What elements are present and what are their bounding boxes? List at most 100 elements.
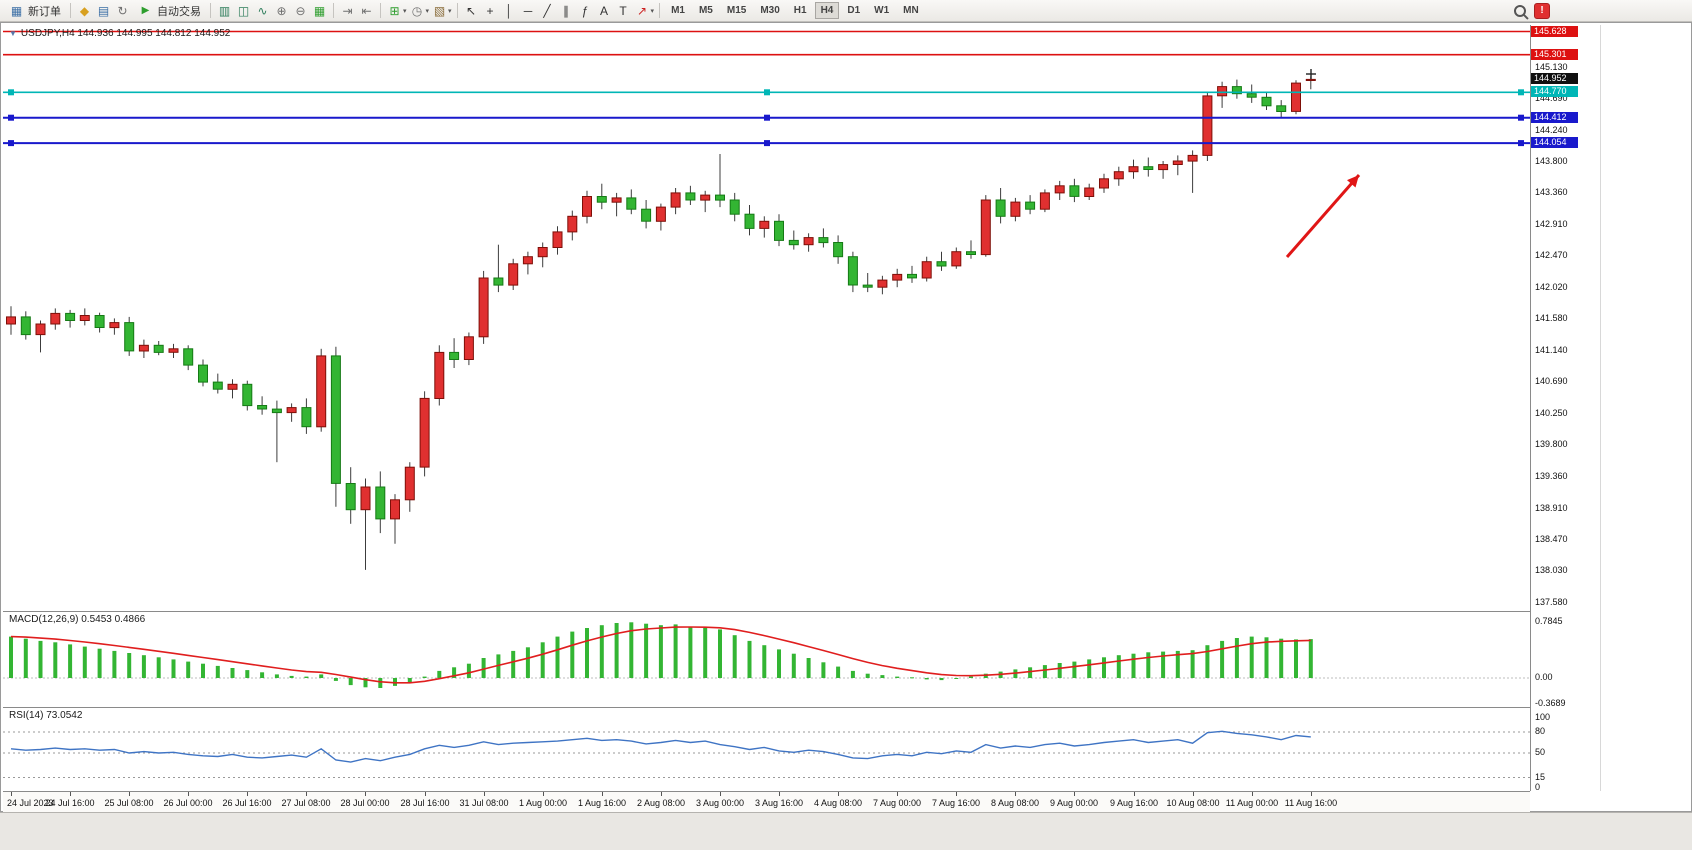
price-axis-label: 141.580 <box>1535 313 1568 323</box>
price-axis-label: 138.910 <box>1535 503 1568 513</box>
status-area <box>0 812 1692 850</box>
auto-scroll-icon[interactable]: ⇥ <box>342 3 353 18</box>
macd-label: MACD(12,26,9) 0.5453 0.4866 <box>9 614 146 625</box>
timeframe-button-w1[interactable]: W1 <box>874 5 890 16</box>
new-order-label: 新订单 <box>28 5 61 18</box>
new-order-button[interactable]: ▦ 新订单 <box>4 1 65 20</box>
time-axis-tick <box>1193 792 1194 796</box>
time-axis-tick <box>543 792 544 796</box>
arrows-tool-icon[interactable]: ↗ <box>637 3 648 18</box>
rsi-chart[interactable] <box>3 708 1530 792</box>
compass-icon[interactable]: ◆ <box>79 3 90 18</box>
time-axis-label: 28 Jul 00:00 <box>340 798 390 808</box>
time-axis[interactable]: 24 Jul 2023 24 Jul 16:00 25 Jul 08:00 26 Ju… <box>3 791 1530 812</box>
zoom-in-icon[interactable]: ⊕ <box>276 3 287 18</box>
time-axis-label: 26 Jul 16:00 <box>222 798 272 808</box>
rsi-pane[interactable]: RSI(14) 73.0542 <box>3 707 1530 792</box>
notification-icon[interactable]: ! <box>1534 2 1550 19</box>
timeframe-button-h4[interactable]: H4 <box>814 2 840 19</box>
chevron-down-icon[interactable]: ▾ <box>650 7 655 15</box>
time-axis-tick <box>1311 792 1312 796</box>
time-axis-tick <box>779 792 780 796</box>
price-axis-label: 138.470 <box>1535 534 1568 544</box>
auto-trading-button[interactable]: ▶ 自动交易 <box>133 1 205 20</box>
price-axis-label: 142.470 <box>1535 250 1568 260</box>
chevron-down-icon[interactable]: ▾ <box>403 7 407 15</box>
chart-candles-icon[interactable]: ◫ <box>237 3 250 18</box>
timeframe-button-mn[interactable]: MN <box>903 5 919 16</box>
price-axis-label: 142.020 <box>1535 282 1568 292</box>
time-axis-tick <box>484 792 485 796</box>
macd-scale-label: 0.00 <box>1535 672 1553 682</box>
price-axis-label: 142.910 <box>1535 219 1568 229</box>
template-icon[interactable]: ▧ <box>433 3 446 18</box>
auto-trading-icon: ▶ <box>141 4 150 16</box>
horizontal-line-tool-icon[interactable]: ─ <box>523 3 533 18</box>
trendline-tool-icon[interactable]: ╱ <box>543 3 551 18</box>
search-icon[interactable] <box>1514 4 1526 17</box>
time-axis-label: 24 Jul 16:00 <box>45 798 95 808</box>
price-pane[interactable]: ▼ USDJPY,H4 144.936 144.995 144.812 144.… <box>3 25 1530 611</box>
time-axis-label: 2 Aug 08:00 <box>636 798 686 808</box>
chart-symbol-icon: ▼ <box>9 29 17 38</box>
chevron-down-icon[interactable]: ▾ <box>425 7 430 15</box>
time-axis-label: 8 Aug 08:00 <box>990 798 1040 808</box>
time-axis-tick <box>247 792 248 796</box>
time-axis-label: 4 Aug 08:00 <box>813 798 863 808</box>
toolbar-separator <box>380 3 381 18</box>
price-axis-label: 143.800 <box>1535 156 1568 166</box>
chart-title-text: USDJPY,H4 144.936 144.995 144.812 144.95… <box>20 28 231 39</box>
channel-tool-icon[interactable]: ∥ <box>563 3 570 18</box>
toolbar-separator <box>333 3 334 18</box>
fibonacci-tool-icon[interactable]: ƒ <box>581 3 589 18</box>
price-axis[interactable]: 145.130 144.690 144.240 143.800 143.360 142.9… <box>1530 25 1601 792</box>
time-axis-label: 9 Aug 00:00 <box>1049 798 1099 808</box>
cursor-icon[interactable]: ↖ <box>466 3 477 18</box>
print-icon[interactable]: ▤ <box>97 3 110 18</box>
time-axis-label: 24 Jul 2023 <box>7 798 54 808</box>
time-axis-label: 1 Aug 00:00 <box>518 798 568 808</box>
chart-window: ▼ USDJPY,H4 144.936 144.995 144.812 144.… <box>0 22 1692 812</box>
label-tool-icon[interactable]: T <box>619 3 627 18</box>
price-tag: 144.054 <box>1531 137 1578 148</box>
price-axis-label: 139.800 <box>1535 439 1568 449</box>
new-chart-icon[interactable]: ⊞ <box>389 3 400 18</box>
timeframe-button-d1[interactable]: D1 <box>847 5 861 16</box>
time-axis-label: 7 Aug 00:00 <box>872 798 922 808</box>
time-axis-tick <box>1015 792 1016 796</box>
time-axis-tick <box>306 792 307 796</box>
timeframe-button-m1[interactable]: M1 <box>671 5 685 16</box>
text-tool-icon[interactable]: A <box>600 3 609 18</box>
price-tag: 144.770 <box>1531 86 1578 97</box>
new-order-icon: ▦ <box>10 3 23 18</box>
candlestick-chart[interactable] <box>3 25 1530 611</box>
rsi-scale-label: 100 <box>1535 712 1551 722</box>
timeframe-button-m5[interactable]: M5 <box>698 5 713 16</box>
refresh-icon[interactable]: ↻ <box>117 3 128 18</box>
time-axis-label: 3 Aug 00:00 <box>695 798 745 808</box>
timeframe-button-m30[interactable]: M30 <box>760 5 780 16</box>
macd-pane[interactable]: MACD(12,26,9) 0.5453 0.4866 <box>3 611 1530 708</box>
time-axis-tick <box>720 792 721 796</box>
timeframe-button-m15[interactable]: M15 <box>726 5 747 16</box>
rsi-label: RSI(14) 73.0542 <box>9 710 83 721</box>
time-axis-tick <box>11 792 12 796</box>
time-axis-tick <box>1134 792 1135 796</box>
crosshair-icon[interactable]: + <box>486 3 494 18</box>
macd-scale-label: 0.7845 <box>1535 616 1563 626</box>
toolbar-separator <box>456 3 458 18</box>
price-axis-label: 143.360 <box>1535 187 1568 197</box>
time-axis-label: 7 Aug 16:00 <box>931 798 981 808</box>
chart-line-icon[interactable]: ∿ <box>257 3 268 18</box>
timeframe-button-h1[interactable]: H1 <box>793 5 807 16</box>
chart-bars-icon[interactable]: ▥ <box>218 3 231 18</box>
zoom-out-icon[interactable]: ⊖ <box>295 3 306 18</box>
vertical-line-tool-icon[interactable]: │ <box>505 3 513 18</box>
chevron-down-icon[interactable]: ▾ <box>448 7 452 15</box>
macd-chart[interactable] <box>3 612 1530 708</box>
toolbar: ▦ 新订单 ◆ ▤ ↻ ▶ 自动交易 ▥ ◫ ∿ ⊕ ⊖ ▦ ⇥ ⇤ ⊞ ▾ ◷… <box>0 0 1692 22</box>
toolbar-separator <box>210 3 211 18</box>
chart-shift-icon[interactable]: ⇤ <box>361 3 372 18</box>
tile-windows-icon[interactable]: ▦ <box>313 3 326 18</box>
timeframe-menu-icon[interactable]: ◷ <box>411 3 423 18</box>
